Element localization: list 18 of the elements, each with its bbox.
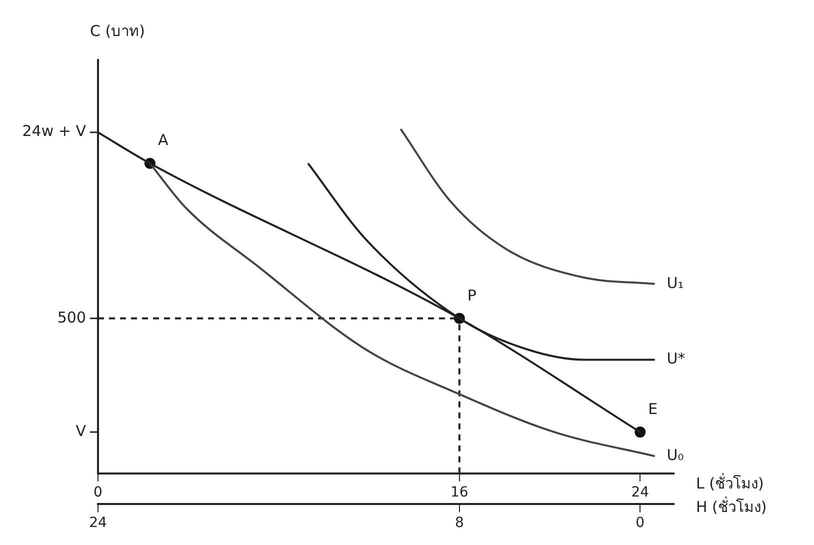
x2-axis-title: H (ชั่วโมง) bbox=[696, 496, 767, 516]
text: C (บาท) bbox=[90, 22, 145, 40]
x-axis-title: L (ชั่วโมง) bbox=[696, 472, 764, 493]
x2-tick-label: 0 bbox=[636, 515, 645, 532]
series-label: U₀ bbox=[666, 446, 684, 464]
annotation: P bbox=[467, 286, 476, 304]
annotation: 24w + V bbox=[22, 122, 87, 140]
x2-tick-label: 24 bbox=[89, 515, 107, 532]
x-tick-label: 24 bbox=[631, 484, 650, 500]
annotation: A bbox=[158, 131, 169, 150]
x-tick-label: 16 bbox=[450, 484, 468, 500]
text: V bbox=[76, 422, 87, 440]
series-label: U₁ bbox=[666, 274, 684, 292]
series-label: U* bbox=[666, 350, 686, 368]
annotation: 500 bbox=[57, 308, 86, 326]
x2-tick-label: 8 bbox=[454, 515, 464, 532]
x-tick-label: 0 bbox=[94, 484, 102, 500]
annotation: E bbox=[648, 400, 658, 418]
